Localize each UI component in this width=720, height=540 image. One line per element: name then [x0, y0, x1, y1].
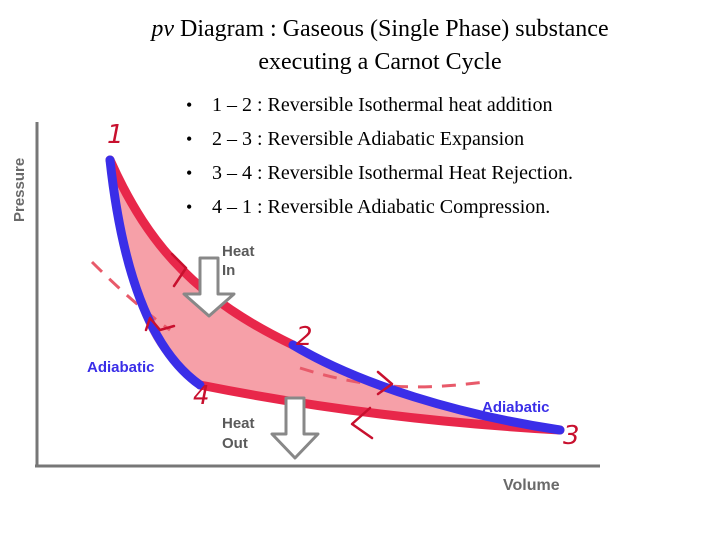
y-axis-label: Pressure — [11, 158, 28, 222]
process-step-3-4: 3 – 4 : Reversible Isothermal Heat Rejec… — [186, 156, 573, 190]
cycle-area — [110, 160, 560, 430]
isotherm-1-2 — [105, 155, 298, 350]
process-step-2-3: 2 – 3 : Reversible Adiabatic Expansion — [186, 122, 573, 156]
heat-out-label-line-2: Out — [222, 435, 248, 452]
heat-out-arrow-icon — [270, 396, 320, 460]
adiabatic-left-label: Adiabatic — [87, 359, 155, 376]
state-label-1: 1 — [107, 120, 124, 150]
adiabat-2-3 — [288, 340, 565, 435]
direction-arrow-2-3-icon — [376, 370, 394, 396]
heat-in-label-line-1: Heat — [222, 243, 255, 260]
heat-out-label-line-1: Heat — [222, 415, 255, 432]
adiabat-4-1 — [105, 155, 205, 390]
state-label-2: 2 — [296, 322, 313, 352]
dashed-extension-left — [90, 260, 171, 332]
title-line-1-rest: Diagram : Gaseous (Single Phase) substan… — [174, 16, 609, 42]
adiabatic-right-label: Adiabatic — [482, 399, 550, 416]
title-line-2: executing a Carnot Cycle — [258, 49, 502, 75]
process-step-4-1: 4 – 1 : Reversible Adiabatic Compression… — [186, 190, 573, 224]
x-axis-label: Volume — [503, 477, 560, 494]
direction-arrow-3-4-icon — [350, 406, 374, 440]
direction-arrow-1-2-icon — [170, 252, 188, 288]
heat-in-arrow-icon — [182, 256, 236, 318]
heat-in-label-line-2: In — [222, 262, 235, 279]
slide-title: pv Diagram : Gaseous (Single Phase) subs… — [0, 13, 720, 79]
axes — [35, 122, 600, 468]
state-label-3: 3 — [563, 421, 580, 451]
process-list: 1 – 2 : Reversible Isothermal heat addit… — [186, 88, 573, 224]
title-pv: pv — [151, 16, 175, 42]
state-label-4: 4 — [193, 381, 210, 411]
direction-arrow-4-1-icon — [144, 316, 176, 332]
process-step-1-2: 1 – 2 : Reversible Isothermal heat addit… — [186, 88, 573, 122]
title-line-1: pv Diagram : Gaseous (Single Phase) subs… — [0, 13, 720, 46]
